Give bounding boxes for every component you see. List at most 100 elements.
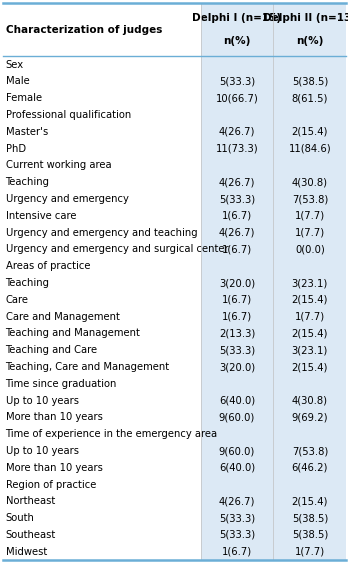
Bar xyxy=(274,526,346,543)
Text: 2(15.4): 2(15.4) xyxy=(292,295,328,305)
Text: 2(15.4): 2(15.4) xyxy=(292,497,328,506)
Bar xyxy=(3,409,200,426)
Text: 4(26.7): 4(26.7) xyxy=(219,127,255,137)
Text: 6(40.0): 6(40.0) xyxy=(219,463,255,473)
Bar xyxy=(3,359,200,376)
Text: 3(23.1): 3(23.1) xyxy=(292,278,328,288)
Bar xyxy=(3,510,200,526)
Text: 2(15.4): 2(15.4) xyxy=(292,328,328,338)
Bar xyxy=(200,123,274,140)
Bar xyxy=(3,191,200,208)
Bar xyxy=(200,275,274,292)
Text: Urgency and emergency and surgical center: Urgency and emergency and surgical cente… xyxy=(6,244,228,254)
Bar xyxy=(200,459,274,476)
Text: Teaching: Teaching xyxy=(6,278,49,288)
Bar xyxy=(274,342,346,359)
Bar xyxy=(200,392,274,409)
Bar xyxy=(274,106,346,123)
Bar xyxy=(3,292,200,308)
Bar xyxy=(200,476,274,493)
Bar xyxy=(3,224,200,241)
Text: Teaching and Care: Teaching and Care xyxy=(6,345,98,355)
Bar xyxy=(274,510,346,526)
Text: 3(20.0): 3(20.0) xyxy=(219,278,255,288)
Text: Characterization of judges: Characterization of judges xyxy=(6,25,162,34)
Text: Southeast: Southeast xyxy=(6,530,56,540)
Text: Urgency and emergency: Urgency and emergency xyxy=(6,194,128,204)
Text: Current working area: Current working area xyxy=(6,160,111,171)
Text: 5(33.3): 5(33.3) xyxy=(219,530,255,540)
Bar xyxy=(200,409,274,426)
Text: Areas of practice: Areas of practice xyxy=(6,261,90,271)
Bar xyxy=(200,426,274,443)
Text: Sex: Sex xyxy=(6,60,24,70)
Bar xyxy=(274,90,346,106)
Bar xyxy=(3,3,200,56)
Bar xyxy=(274,359,346,376)
Bar xyxy=(274,191,346,208)
Text: 1(6.7): 1(6.7) xyxy=(222,547,252,557)
Bar xyxy=(274,73,346,90)
Text: 5(38.5): 5(38.5) xyxy=(292,530,328,540)
Bar xyxy=(200,106,274,123)
Text: 4(30.8): 4(30.8) xyxy=(292,177,328,187)
Bar xyxy=(3,443,200,459)
Bar xyxy=(274,392,346,409)
Text: Male: Male xyxy=(6,77,29,87)
Bar xyxy=(3,157,200,174)
Text: 2(15.4): 2(15.4) xyxy=(292,127,328,137)
Text: 9(60.0): 9(60.0) xyxy=(219,413,255,422)
Bar xyxy=(274,208,346,224)
Text: 4(26.7): 4(26.7) xyxy=(219,177,255,187)
Bar xyxy=(200,73,274,90)
Bar xyxy=(200,208,274,224)
Bar xyxy=(274,443,346,459)
Bar xyxy=(3,106,200,123)
Text: 3(20.0): 3(20.0) xyxy=(219,362,255,372)
Bar xyxy=(200,510,274,526)
Text: 1(7.7): 1(7.7) xyxy=(295,547,325,557)
Text: Midwest: Midwest xyxy=(6,547,47,557)
Text: 6(40.0): 6(40.0) xyxy=(219,396,255,405)
Bar xyxy=(3,258,200,275)
Text: Urgency and emergency and teaching: Urgency and emergency and teaching xyxy=(6,227,197,238)
Text: 9(60.0): 9(60.0) xyxy=(219,446,255,456)
Text: 1(7.7): 1(7.7) xyxy=(295,227,325,238)
Bar xyxy=(274,409,346,426)
Bar xyxy=(200,90,274,106)
Text: 1(7.7): 1(7.7) xyxy=(295,312,325,321)
Text: 6(46.2): 6(46.2) xyxy=(292,463,328,473)
Text: 3(23.1): 3(23.1) xyxy=(292,345,328,355)
Text: 4(30.8): 4(30.8) xyxy=(292,396,328,405)
Text: Female: Female xyxy=(6,93,42,103)
Text: 4(26.7): 4(26.7) xyxy=(219,227,255,238)
Text: n(%): n(%) xyxy=(223,37,251,46)
Bar xyxy=(274,275,346,292)
Bar xyxy=(3,376,200,392)
Text: 5(33.3): 5(33.3) xyxy=(219,77,255,87)
Text: 10(66.7): 10(66.7) xyxy=(216,93,258,103)
Bar xyxy=(274,325,346,342)
Bar xyxy=(200,241,274,258)
Bar xyxy=(274,426,346,443)
Bar xyxy=(3,426,200,443)
Bar xyxy=(200,359,274,376)
Bar xyxy=(3,342,200,359)
Bar xyxy=(200,157,274,174)
Text: Professional qualification: Professional qualification xyxy=(6,110,131,120)
Text: 1(6.7): 1(6.7) xyxy=(222,295,252,305)
Bar xyxy=(274,292,346,308)
Bar xyxy=(274,376,346,392)
Text: 0(0.0): 0(0.0) xyxy=(295,244,325,254)
Text: 5(33.3): 5(33.3) xyxy=(219,513,255,523)
Bar xyxy=(3,493,200,510)
Text: More than 10 years: More than 10 years xyxy=(6,463,102,473)
Bar xyxy=(274,258,346,275)
Bar xyxy=(274,308,346,325)
Text: 5(33.3): 5(33.3) xyxy=(219,194,255,204)
Bar xyxy=(200,443,274,459)
Text: n(%): n(%) xyxy=(296,37,324,46)
Text: 9(69.2): 9(69.2) xyxy=(292,413,328,422)
Text: 5(33.3): 5(33.3) xyxy=(219,345,255,355)
Text: 2(13.3): 2(13.3) xyxy=(219,328,255,338)
